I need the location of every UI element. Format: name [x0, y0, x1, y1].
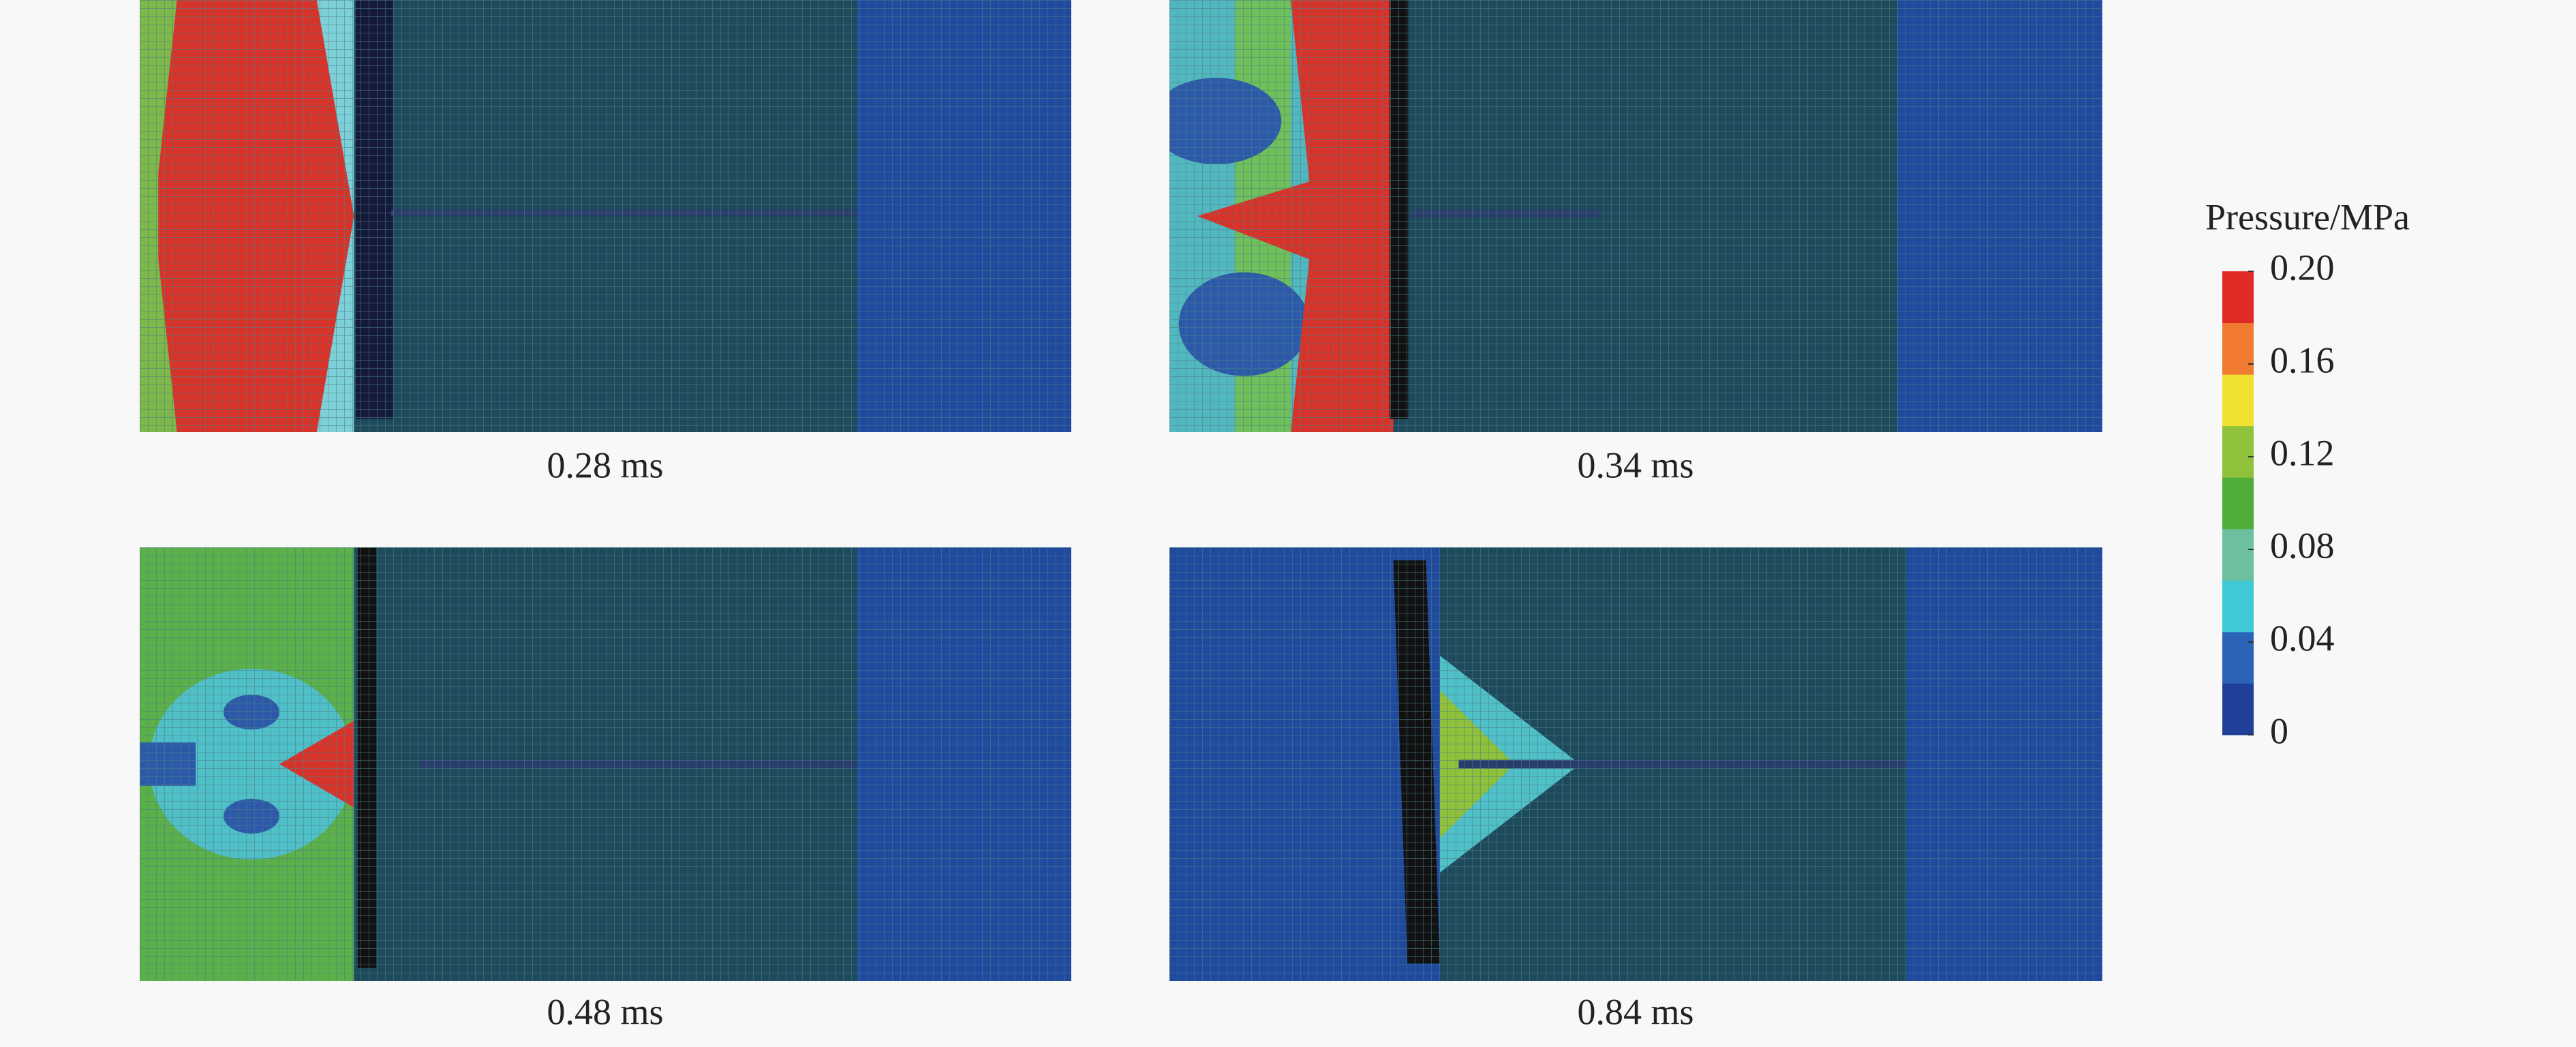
- colorbar: 0.20 0.16 0.12 0.08 0.04 0: [2222, 247, 2335, 751]
- panel-label: 0.34 ms: [1577, 444, 1693, 485]
- mesh: [140, 547, 1071, 981]
- tick-label: 0.08: [2270, 525, 2335, 566]
- mesh: [1169, 0, 2102, 432]
- tick-label: 0: [2270, 710, 2288, 751]
- color-band: [2222, 477, 2254, 530]
- color-band: [2222, 683, 2254, 735]
- color-band: [2222, 631, 2254, 684]
- colorbar-title: Pressure/MPa: [2205, 196, 2410, 237]
- tick-label: 0.20: [2270, 247, 2335, 288]
- panel: [140, 0, 1071, 432]
- panel: [1169, 0, 2102, 432]
- color-band: [2222, 322, 2254, 375]
- tick-label: 0.04: [2270, 618, 2335, 658]
- tick-label: 0.12: [2270, 432, 2335, 473]
- mesh: [140, 0, 1071, 432]
- color-band: [2222, 528, 2254, 581]
- panel-label: 0.28 ms: [547, 444, 663, 485]
- color-band: [2222, 271, 2254, 324]
- panel-label: 0.48 ms: [547, 991, 663, 1032]
- color-band: [2222, 580, 2254, 633]
- panel: [1169, 547, 2102, 981]
- color-band: [2222, 425, 2254, 478]
- color-band: [2222, 374, 2254, 427]
- panel-label: 0.84 ms: [1577, 991, 1693, 1032]
- mesh: [1169, 547, 2102, 981]
- panel: [140, 547, 1071, 981]
- tick-label: 0.16: [2270, 339, 2335, 380]
